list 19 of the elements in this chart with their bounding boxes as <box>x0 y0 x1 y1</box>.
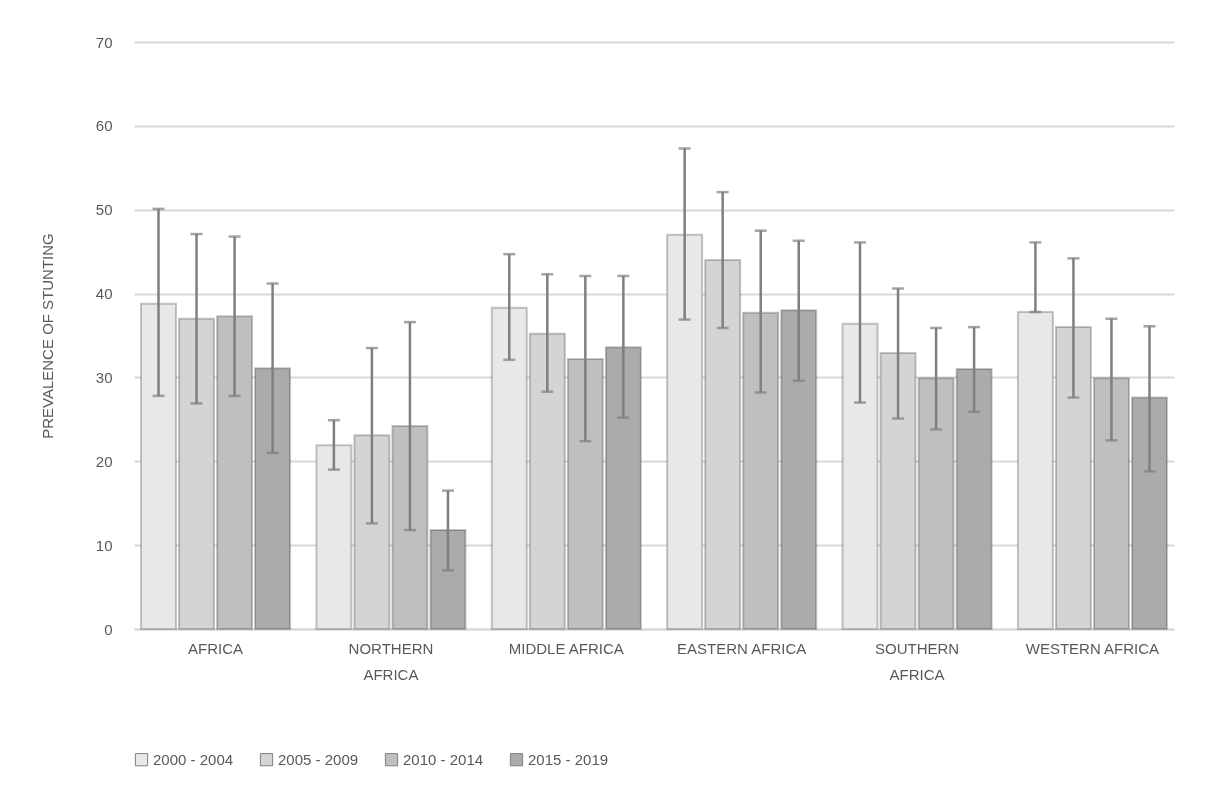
x-tick-label: SOUTHERN AFRICA <box>874 639 960 683</box>
y-tick-label: 20 <box>95 452 113 470</box>
x-tick-label: AFRICA <box>188 639 244 657</box>
y-tick-label: 40 <box>95 285 113 303</box>
y-tick-label: 10 <box>95 536 113 554</box>
y-tick-label: 60 <box>95 117 113 135</box>
x-tick-label: WESTERN AFRICA <box>1025 639 1160 657</box>
y-tick-label: 50 <box>95 201 113 219</box>
x-tick-label: NORTHERN AFRICA <box>348 639 434 683</box>
legend-label: 2000 - 2004 <box>153 750 234 768</box>
y-tick-label: 0 <box>104 620 113 638</box>
legend-label: 2005 - 2009 <box>278 750 359 768</box>
x-tick-label: MIDDLE AFRICA <box>508 639 624 657</box>
legend-label: 2015 - 2019 <box>528 750 609 768</box>
y-axis-title: PREVALENCE OF STUNTING <box>38 233 56 439</box>
x-tick-label: EASTERN AFRICA <box>677 639 807 657</box>
legend-label: 2010 - 2014 <box>403 750 484 768</box>
y-tick-label: 70 <box>95 33 113 51</box>
y-tick-label: 30 <box>95 368 113 386</box>
